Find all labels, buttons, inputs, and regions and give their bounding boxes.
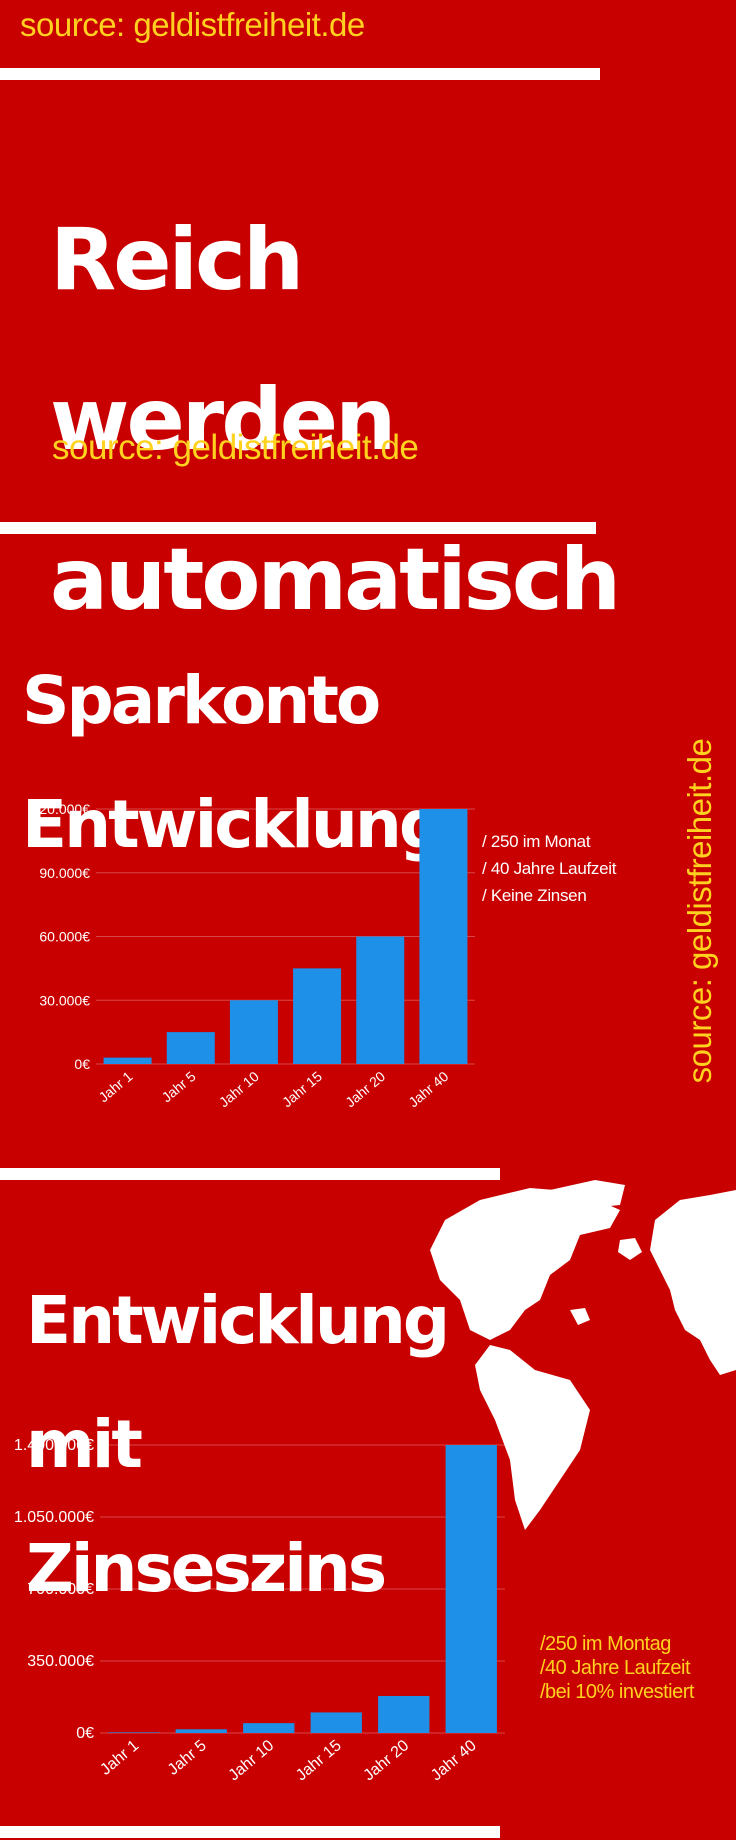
divider-top	[0, 68, 600, 80]
page-title-line: Reich	[50, 210, 304, 310]
note-line: / Keine Zinsen	[482, 886, 587, 905]
y-tick-label: 700.000€	[27, 1581, 94, 1598]
section2-notes: /250 im Montag /40 Jahre Laufzeit /bei 1…	[540, 1632, 694, 1704]
y-tick-label: 120.000€	[32, 801, 91, 817]
bar	[378, 1695, 430, 1733]
chart-sparkonto: 0€ 30.000€ 60.000€ 90.000€ 120.000€ Jahr 1 Jah…	[32, 801, 475, 1110]
bar	[419, 809, 468, 1064]
y-tick-label: 0€	[76, 1725, 94, 1742]
divider-bottom	[0, 1826, 500, 1838]
bar	[108, 1732, 160, 1733]
note-line: / 250 im Monat	[482, 832, 591, 851]
section1-title-line: Entwicklung	[22, 786, 446, 863]
note-line: / 40 Jahre Laufzeit	[482, 859, 617, 878]
divider-1	[0, 522, 596, 534]
source-subtitle[interactable]: source: geldistfreiheit.de	[52, 428, 419, 467]
section1-title-line: Sparkonto	[22, 662, 381, 739]
y-tick-label: 90.000€	[39, 865, 90, 881]
note-line: /250 im Montag	[540, 1633, 671, 1655]
section2-title-line: mit	[26, 1406, 143, 1483]
x-tick-label: Jahr 15	[293, 1737, 345, 1784]
x-tick-label: Jahr 10	[226, 1737, 278, 1784]
section2-title-line: Entwicklung	[26, 1282, 450, 1359]
x-tick-label: Jahr 5	[165, 1737, 210, 1779]
section1-title: Sparkonto Entwicklung	[22, 608, 446, 918]
page-title-line: werden	[50, 370, 396, 470]
y-tick-label: 60.000€	[39, 929, 90, 945]
bar	[229, 1000, 278, 1064]
bar	[445, 1445, 497, 1733]
bar	[356, 936, 405, 1064]
divider-2	[0, 1168, 500, 1180]
page-title: Reich werden automatisch	[50, 140, 621, 700]
x-tick-label: Jahr 40	[428, 1737, 480, 1784]
y-tick-label: 0€	[74, 1056, 90, 1072]
x-tick-label: Jahr 1	[97, 1737, 142, 1779]
bar	[175, 1729, 227, 1733]
note-line: /bei 10% investiert	[540, 1681, 694, 1703]
bar	[310, 1712, 362, 1733]
source-top[interactable]: source: geldistfreiheit.de	[20, 6, 365, 43]
x-tick-label: Jahr 40	[405, 1068, 451, 1110]
bar	[166, 1032, 215, 1064]
world-map-icon	[430, 1180, 736, 1530]
bar	[293, 968, 342, 1064]
section1-notes: / 250 im Monat / 40 Jahre Laufzeit / Kei…	[482, 828, 616, 909]
bar	[103, 1057, 152, 1064]
x-tick-label: Jahr 15	[279, 1068, 325, 1110]
y-tick-label: 30.000€	[39, 992, 90, 1008]
section2-title: Entwicklung mit Zinseszins	[26, 1228, 450, 1662]
chart-zinseszins: 0€ 350.000€ 700.000€ 1.050.000€ 1.400.000€ Ja…	[14, 1437, 505, 1784]
x-tick-label: Jahr 1	[95, 1068, 135, 1105]
x-tick-label: Jahr 5	[159, 1068, 199, 1105]
y-tick-label: 1.400.000€	[14, 1437, 94, 1454]
x-tick-label: Jahr 20	[342, 1068, 388, 1110]
note-line: /40 Jahre Laufzeit	[540, 1657, 690, 1679]
bar	[243, 1723, 295, 1733]
y-tick-label: 1.050.000€	[14, 1509, 94, 1526]
x-tick-label: Jahr 20	[361, 1737, 413, 1784]
x-tick-label: Jahr 10	[216, 1068, 262, 1110]
section2-title-line: Zinseszins	[26, 1530, 387, 1607]
page-title-line: automatisch	[50, 530, 621, 630]
y-tick-label: 350.000€	[27, 1653, 94, 1670]
source-vertical[interactable]: source: geldistfreiheit.de	[681, 738, 718, 1084]
